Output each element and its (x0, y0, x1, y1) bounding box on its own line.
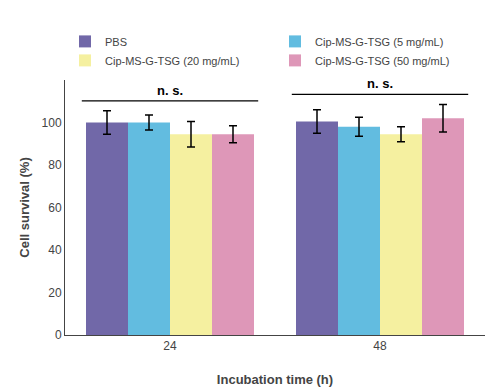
svg-text:Cip-MS-G-TSG (20 mg/mL): Cip-MS-G-TSG (20 mg/mL) (105, 55, 239, 67)
svg-text:Cip-MS-G-TSG (5 mg/mL): Cip-MS-G-TSG (5 mg/mL) (315, 36, 443, 48)
svg-text:Incubation time (h): Incubation time (h) (217, 372, 333, 387)
svg-text:40: 40 (48, 243, 62, 257)
svg-text:24: 24 (163, 339, 177, 353)
svg-text:80: 80 (48, 158, 62, 172)
svg-text:20: 20 (48, 286, 62, 300)
svg-text:PBS: PBS (105, 36, 127, 48)
svg-text:n. s.: n. s. (367, 76, 393, 91)
svg-text:Cip-MS-G-TSG (50 mg/mL): Cip-MS-G-TSG (50 mg/mL) (315, 55, 449, 67)
svg-text:n. s.: n. s. (157, 83, 183, 98)
svg-text:0: 0 (55, 328, 62, 342)
svg-text:48: 48 (373, 339, 387, 353)
svg-text:100: 100 (42, 116, 62, 130)
svg-text:60: 60 (48, 201, 62, 215)
svg-text:Cell survival (%): Cell survival (%) (17, 157, 32, 257)
